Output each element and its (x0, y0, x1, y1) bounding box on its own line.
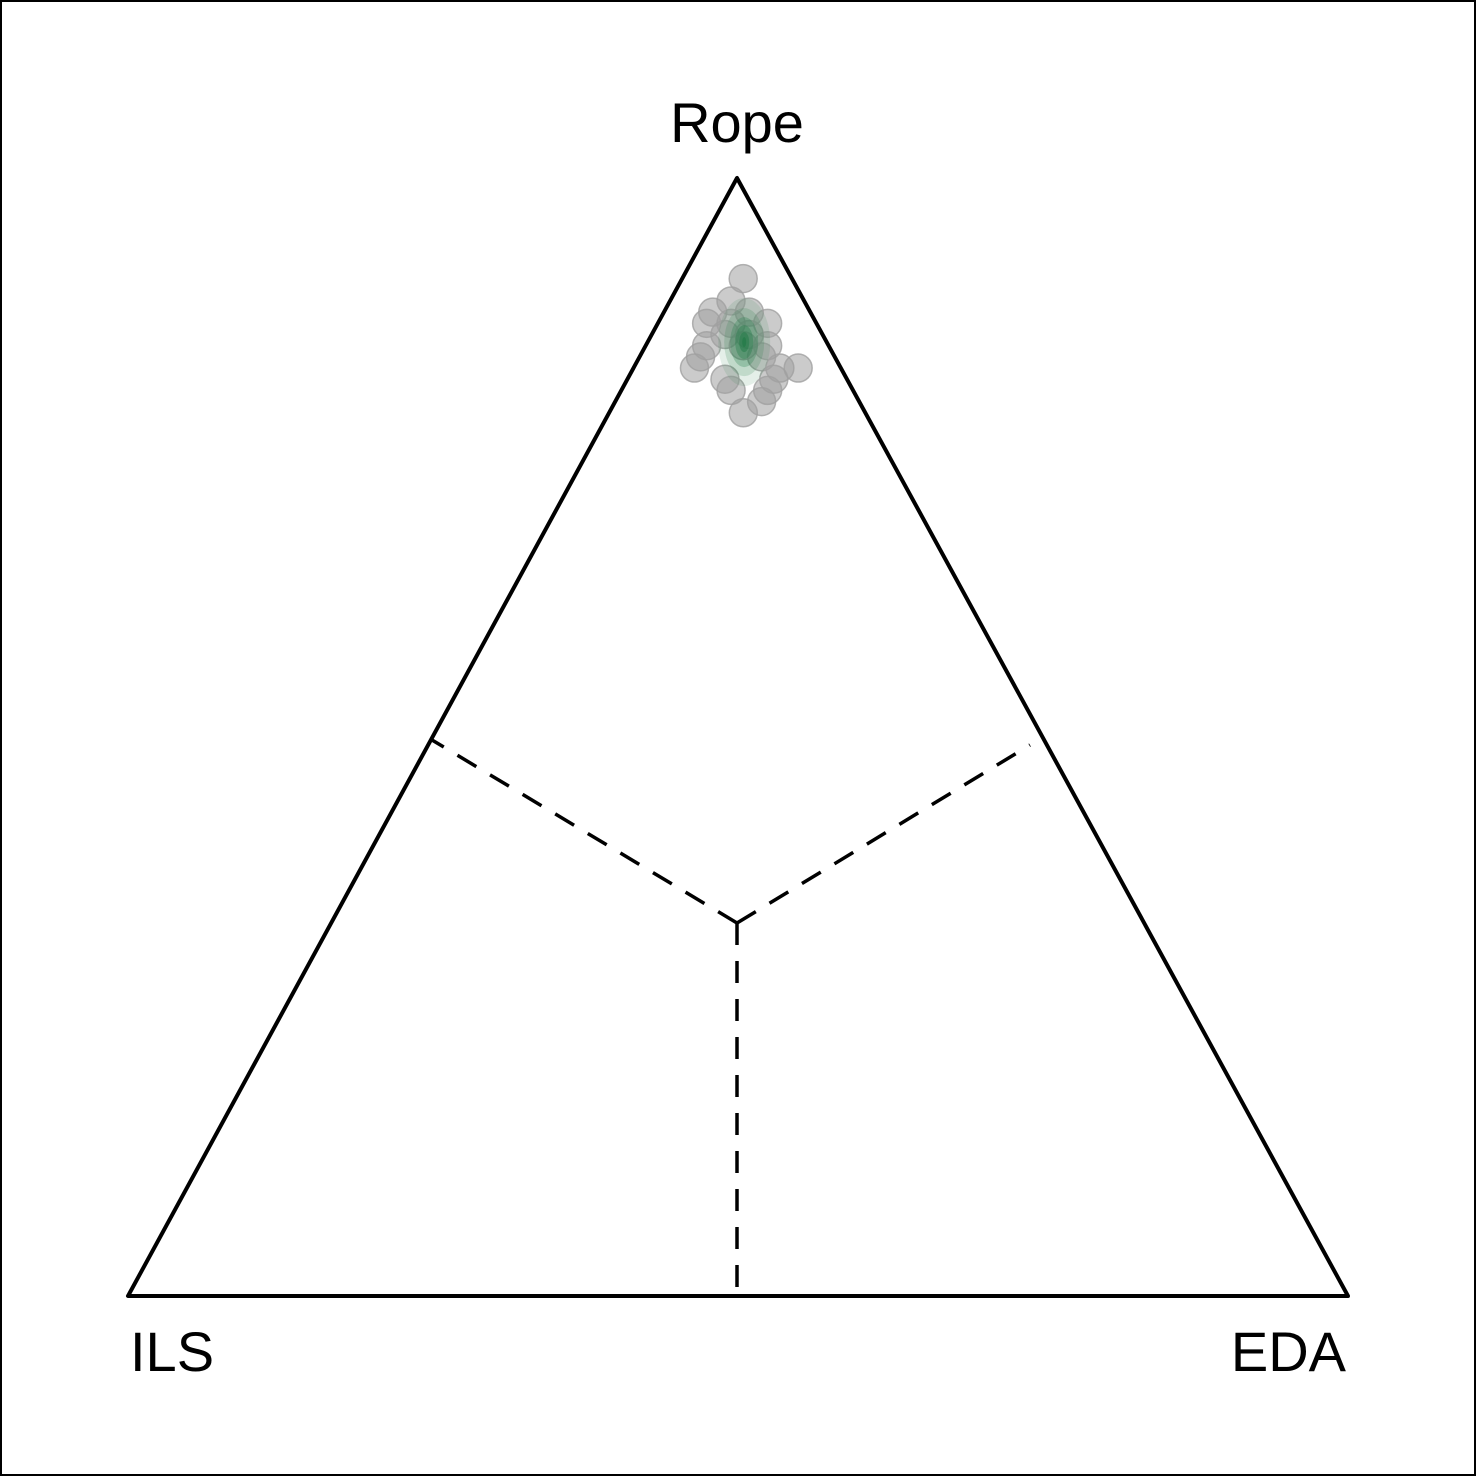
marks (679, 263, 813, 428)
divider (431, 738, 738, 925)
vertex-label: ILS (130, 1320, 214, 1383)
density-contour (742, 337, 747, 348)
triangle (126, 176, 1350, 1298)
region-dividers (431, 738, 1031, 1296)
vertex-label: EDA (1231, 1320, 1347, 1383)
divider (736, 743, 1031, 925)
point (783, 353, 813, 383)
vertex-label: Rope (670, 91, 804, 154)
point (728, 398, 759, 428)
point (728, 263, 758, 294)
point (716, 375, 746, 406)
point (679, 353, 710, 383)
